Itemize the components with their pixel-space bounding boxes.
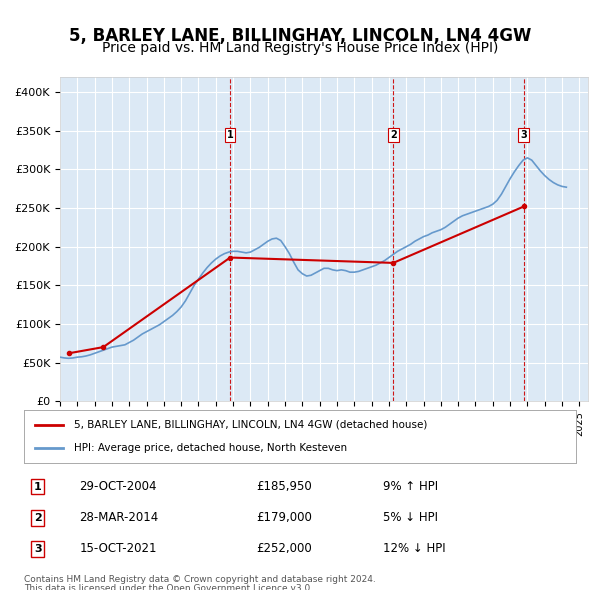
Text: 28-MAR-2014: 28-MAR-2014	[79, 511, 158, 525]
Text: This data is licensed under the Open Government Licence v3.0.: This data is licensed under the Open Gov…	[24, 584, 313, 590]
Text: 12% ↓ HPI: 12% ↓ HPI	[383, 542, 445, 555]
Text: Price paid vs. HM Land Registry's House Price Index (HPI): Price paid vs. HM Land Registry's House …	[102, 41, 498, 55]
Text: 2: 2	[390, 130, 397, 140]
Text: 5, BARLEY LANE, BILLINGHAY, LINCOLN, LN4 4GW (detached house): 5, BARLEY LANE, BILLINGHAY, LINCOLN, LN4…	[74, 420, 427, 430]
Text: £185,950: £185,950	[256, 480, 311, 493]
Text: Contains HM Land Registry data © Crown copyright and database right 2024.: Contains HM Land Registry data © Crown c…	[24, 575, 376, 584]
Text: £179,000: £179,000	[256, 511, 312, 525]
Text: 9% ↑ HPI: 9% ↑ HPI	[383, 480, 438, 493]
Text: 3: 3	[34, 544, 41, 554]
Text: 3: 3	[520, 130, 527, 140]
Text: 2: 2	[34, 513, 41, 523]
Text: 5, BARLEY LANE, BILLINGHAY, LINCOLN, LN4 4GW: 5, BARLEY LANE, BILLINGHAY, LINCOLN, LN4…	[69, 27, 531, 45]
Text: 5% ↓ HPI: 5% ↓ HPI	[383, 511, 438, 525]
Text: 1: 1	[227, 130, 233, 140]
Text: 15-OCT-2021: 15-OCT-2021	[79, 542, 157, 555]
Text: 1: 1	[34, 481, 41, 491]
Text: 29-OCT-2004: 29-OCT-2004	[79, 480, 157, 493]
Text: £252,000: £252,000	[256, 542, 311, 555]
Text: HPI: Average price, detached house, North Kesteven: HPI: Average price, detached house, Nort…	[74, 443, 347, 453]
